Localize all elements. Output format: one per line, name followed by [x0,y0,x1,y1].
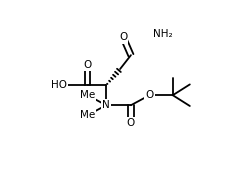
Text: O: O [145,90,154,100]
Text: O: O [127,118,135,128]
Text: Me: Me [80,110,95,120]
Text: O: O [83,60,92,70]
Text: O: O [119,32,127,42]
Text: N: N [102,100,110,110]
Text: Me: Me [80,90,95,100]
Text: NH₂: NH₂ [153,29,172,39]
Text: HO: HO [51,80,67,90]
